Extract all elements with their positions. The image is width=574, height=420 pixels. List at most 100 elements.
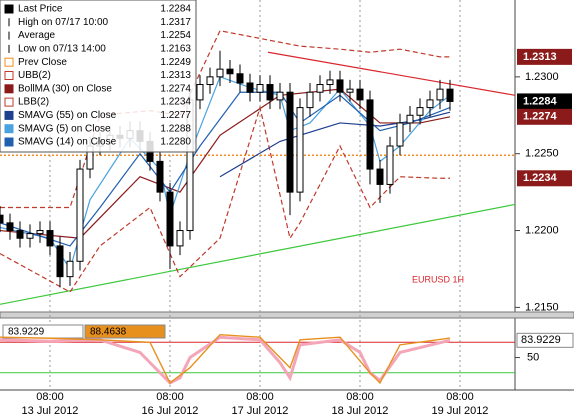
candle-body <box>6 222 14 232</box>
legend-label: SMAVG (5) on Close <box>18 123 111 134</box>
x-tick-label: 08:00 <box>446 391 474 403</box>
candle-body <box>426 99 434 109</box>
candle-body <box>196 84 204 101</box>
candle-body <box>26 233 34 239</box>
legend-label: BollMA (30) on Close <box>18 83 112 94</box>
price-tag <box>517 108 572 125</box>
legend-value: 1.2277 <box>160 110 191 121</box>
price-tag-label: 1.2234 <box>523 172 558 184</box>
legend-swatch <box>4 110 14 120</box>
legend-label: Last Price <box>18 4 63 15</box>
candle-body <box>346 88 354 93</box>
candle-body <box>166 191 174 247</box>
candle-body <box>236 73 244 84</box>
legend-value: 1.2317 <box>160 17 191 28</box>
legend-label: Prev Close <box>18 57 67 68</box>
y-tick-label: 1.2200 <box>525 224 559 236</box>
candle-body <box>66 260 74 278</box>
trendline <box>0 203 516 305</box>
candle-body <box>216 68 224 78</box>
osc-tick-label: 50 <box>527 351 539 363</box>
x-tick-label: 08:00 <box>246 391 274 403</box>
candle-body <box>306 91 314 109</box>
legend-swatch <box>4 4 14 14</box>
osc-legend-value: 83.9229 <box>8 327 45 338</box>
legend-value: 1.2274 <box>160 83 191 94</box>
legend-swatch <box>4 57 14 67</box>
candle-body <box>446 88 454 102</box>
candle-body <box>376 168 384 185</box>
osc-tag <box>516 332 574 348</box>
candle-body <box>336 79 344 93</box>
overlay-line <box>219 111 451 178</box>
candle-body <box>56 245 64 278</box>
candle-body <box>76 168 84 262</box>
legend-label: UBB(2) <box>18 70 51 81</box>
price-tag-label: 1.2274 <box>523 111 558 123</box>
candle-body <box>396 122 404 147</box>
legend-label: SMAVG (14) on Close <box>18 137 117 148</box>
candle-body <box>286 91 294 193</box>
candle-body <box>0 214 4 224</box>
y-tick-label: 1.2150 <box>525 301 559 313</box>
price-tag <box>517 93 572 110</box>
candle-body <box>266 84 274 101</box>
legend-value: 1.2249 <box>160 57 191 68</box>
legend-label: SMAVG (55) on Close <box>18 110 117 121</box>
candle-body <box>276 91 284 101</box>
legend-box <box>0 0 197 153</box>
x-date-label: 13 Jul 2012 <box>22 405 79 417</box>
candle-body <box>256 84 264 93</box>
candle-body <box>326 79 334 86</box>
candle-body <box>366 99 374 170</box>
overlay-line <box>0 30 450 209</box>
osc-legend-value: 88.4638 <box>90 327 127 338</box>
price-tag-label: 1.2284 <box>523 95 558 107</box>
candle-body <box>206 76 214 86</box>
x-tick-label: 08:00 <box>346 391 374 403</box>
trendline <box>267 51 516 96</box>
x-tick-label: 08:00 <box>36 391 64 403</box>
x-date-label: 18 Jul 2012 <box>332 405 389 417</box>
legend-label: Low on 07/13 14:00 <box>18 44 106 55</box>
legend-value: 1.2234 <box>160 97 191 108</box>
candle-body <box>46 230 54 247</box>
candle-body <box>156 160 164 193</box>
legend-swatch <box>4 137 14 147</box>
y-tick-label: 1.2250 <box>525 148 559 160</box>
panel-separator <box>0 311 574 319</box>
price-tag <box>517 170 572 187</box>
x-date-label: 16 Jul 2012 <box>142 405 199 417</box>
legend-swatch <box>4 124 14 134</box>
legend-value: 1.2284 <box>160 4 191 15</box>
candle-body <box>176 230 184 247</box>
legend-swatch <box>4 97 14 107</box>
legend-label: LBB(2) <box>18 97 49 108</box>
osc-line <box>0 333 451 385</box>
x-tick-label: 08:00 <box>156 391 184 403</box>
candle-body <box>316 84 324 93</box>
legend-swatch <box>4 84 14 94</box>
legend-label: High on 07/17 10:00 <box>18 17 109 28</box>
x-date-label: 19 Jul 2012 <box>432 405 489 417</box>
candle-body <box>16 230 24 239</box>
candle-body <box>296 107 304 193</box>
legend-value: 1.2313 <box>160 70 191 81</box>
candle-body <box>246 82 254 93</box>
y-tick-label: 1.2300 <box>525 71 559 83</box>
legend-value: 1.2254 <box>160 30 191 41</box>
candle-body <box>436 88 444 101</box>
legend-value: 1.2288 <box>160 123 191 134</box>
candle-body <box>406 114 414 124</box>
legend-swatch <box>4 71 14 80</box>
legend: Last Price 1.2284 High on 07/17 10:00 1.231… <box>0 0 197 153</box>
overlay-line <box>0 91 451 247</box>
overlay-line <box>0 105 450 293</box>
candle-body <box>386 145 394 185</box>
osc-tag-label: 83.9229 <box>521 334 561 346</box>
legend-value: 1.2163 <box>160 44 191 55</box>
legend-label: Average <box>18 30 56 41</box>
annotation: EURUSD 1H <box>412 274 464 284</box>
candle-body <box>356 88 364 101</box>
